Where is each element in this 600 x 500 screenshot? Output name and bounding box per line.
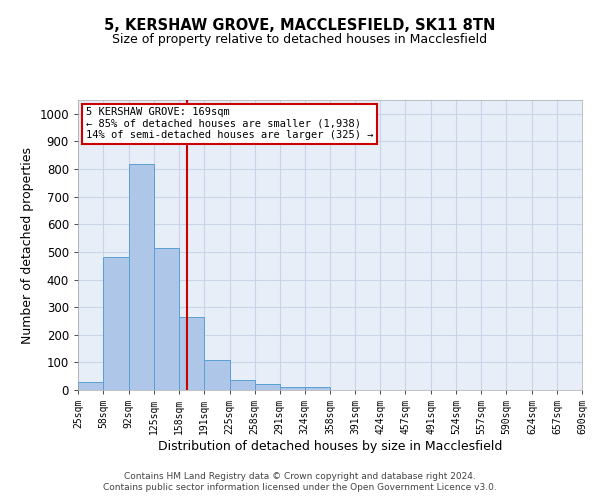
- Bar: [280, 387, 305, 390]
- Bar: [179, 317, 204, 390]
- Text: Contains public sector information licensed under the Open Government Licence v3: Contains public sector information licen…: [103, 484, 497, 492]
- Text: Contains HM Land Registry data © Crown copyright and database right 2024.: Contains HM Land Registry data © Crown c…: [124, 472, 476, 481]
- Bar: [103, 258, 129, 390]
- Bar: [204, 360, 230, 390]
- Bar: [230, 380, 254, 390]
- Text: Size of property relative to detached houses in Macclesfield: Size of property relative to detached ho…: [112, 32, 488, 46]
- Bar: [254, 384, 280, 390]
- Bar: [154, 248, 179, 390]
- Text: 5, KERSHAW GROVE, MACCLESFIELD, SK11 8TN: 5, KERSHAW GROVE, MACCLESFIELD, SK11 8TN: [104, 18, 496, 32]
- Text: 5 KERSHAW GROVE: 169sqm
← 85% of detached houses are smaller (1,938)
14% of semi: 5 KERSHAW GROVE: 169sqm ← 85% of detache…: [86, 108, 373, 140]
- Y-axis label: Number of detached properties: Number of detached properties: [21, 146, 34, 344]
- X-axis label: Distribution of detached houses by size in Macclesfield: Distribution of detached houses by size …: [158, 440, 502, 453]
- Bar: [78, 382, 103, 390]
- Bar: [129, 164, 154, 390]
- Bar: [305, 387, 331, 390]
